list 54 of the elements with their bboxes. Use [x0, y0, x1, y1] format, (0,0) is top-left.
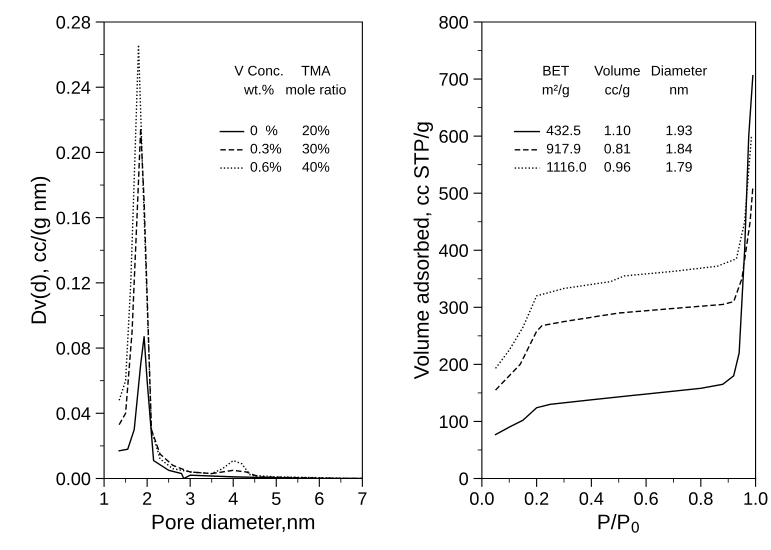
annotation: 20%	[302, 125, 330, 136]
annotation: Diameter nm	[652, 65, 707, 94]
annotation: 1.93	[666, 125, 692, 136]
y-tick-label: 0.20	[56, 146, 90, 160]
x-tick-label: 1.0	[744, 492, 768, 505]
x-tick-label: 0.2	[524, 492, 548, 505]
y-tick-label: 0.16	[56, 212, 90, 224]
annotation: TMA mole ratio	[286, 66, 346, 95]
y-tick-label: 0.24	[56, 81, 90, 94]
y-tick-label: 200	[439, 358, 468, 372]
x-axis-title: P/P$_{0}$	[598, 514, 639, 533]
annotation: 1.10	[604, 125, 630, 136]
annotation: 0.81	[604, 144, 630, 154]
y-tick-label: 800	[439, 16, 468, 29]
annotation: Volume cc/g	[594, 65, 640, 98]
annotation: 1.84	[666, 144, 692, 154]
x-tick-label: 7	[358, 492, 366, 505]
legend-label: 0 %	[250, 125, 278, 136]
x-axis-title: Pore diameter,nm	[152, 514, 314, 532]
x-tick-label: 0.8	[688, 492, 713, 505]
y-tick-label: 0.12	[56, 276, 90, 290]
y-tick-label: 700	[439, 72, 468, 86]
x-tick-label: 5	[272, 492, 281, 505]
x-tick-label: 2	[143, 492, 152, 505]
annotation: 30%	[302, 144, 330, 154]
y-axis-title: Volume adsorbed, cc STP/g	[414, 122, 434, 380]
legend-label: 917.9	[546, 144, 580, 154]
y-tick-label: 0.08	[56, 342, 90, 355]
y-tick-label: 0	[459, 472, 468, 486]
x-tick-label: 0.6	[634, 492, 658, 505]
y-tick-label: 600	[439, 130, 468, 143]
legend-label: 0.3%	[250, 144, 282, 154]
annotation: 40%	[302, 162, 330, 172]
x-tick-label: 4	[228, 492, 238, 505]
y-tick-label: 500	[439, 187, 468, 200]
x-tick-label: 0.0	[470, 492, 494, 505]
legend-label: 1116.0	[547, 162, 586, 172]
y-tick-label: 0.00	[56, 472, 90, 486]
legend-label: 0.6%	[250, 162, 282, 172]
y-axis-title: Dv(d), cc/(g nm)	[30, 176, 50, 324]
annotation: 0.96	[604, 162, 630, 172]
x-tick-label: 1	[100, 492, 108, 505]
annotation: 1.79	[666, 162, 692, 172]
x-tick-label: 6	[315, 492, 324, 505]
legend-label: 432.5	[546, 125, 580, 136]
y-tick-label: 100	[440, 415, 468, 428]
y-tick-label: 0.28	[56, 16, 90, 29]
annotation: V Conc. wt.%	[234, 66, 282, 95]
x-tick-label: 0.4	[580, 492, 604, 505]
y-tick-label: 0.04	[56, 407, 90, 420]
y-tick-label: 400	[438, 244, 468, 257]
y-tick-label: 300	[439, 301, 468, 314]
x-tick-label: 3	[186, 492, 194, 505]
annotation: BET m²/g	[542, 66, 569, 98]
